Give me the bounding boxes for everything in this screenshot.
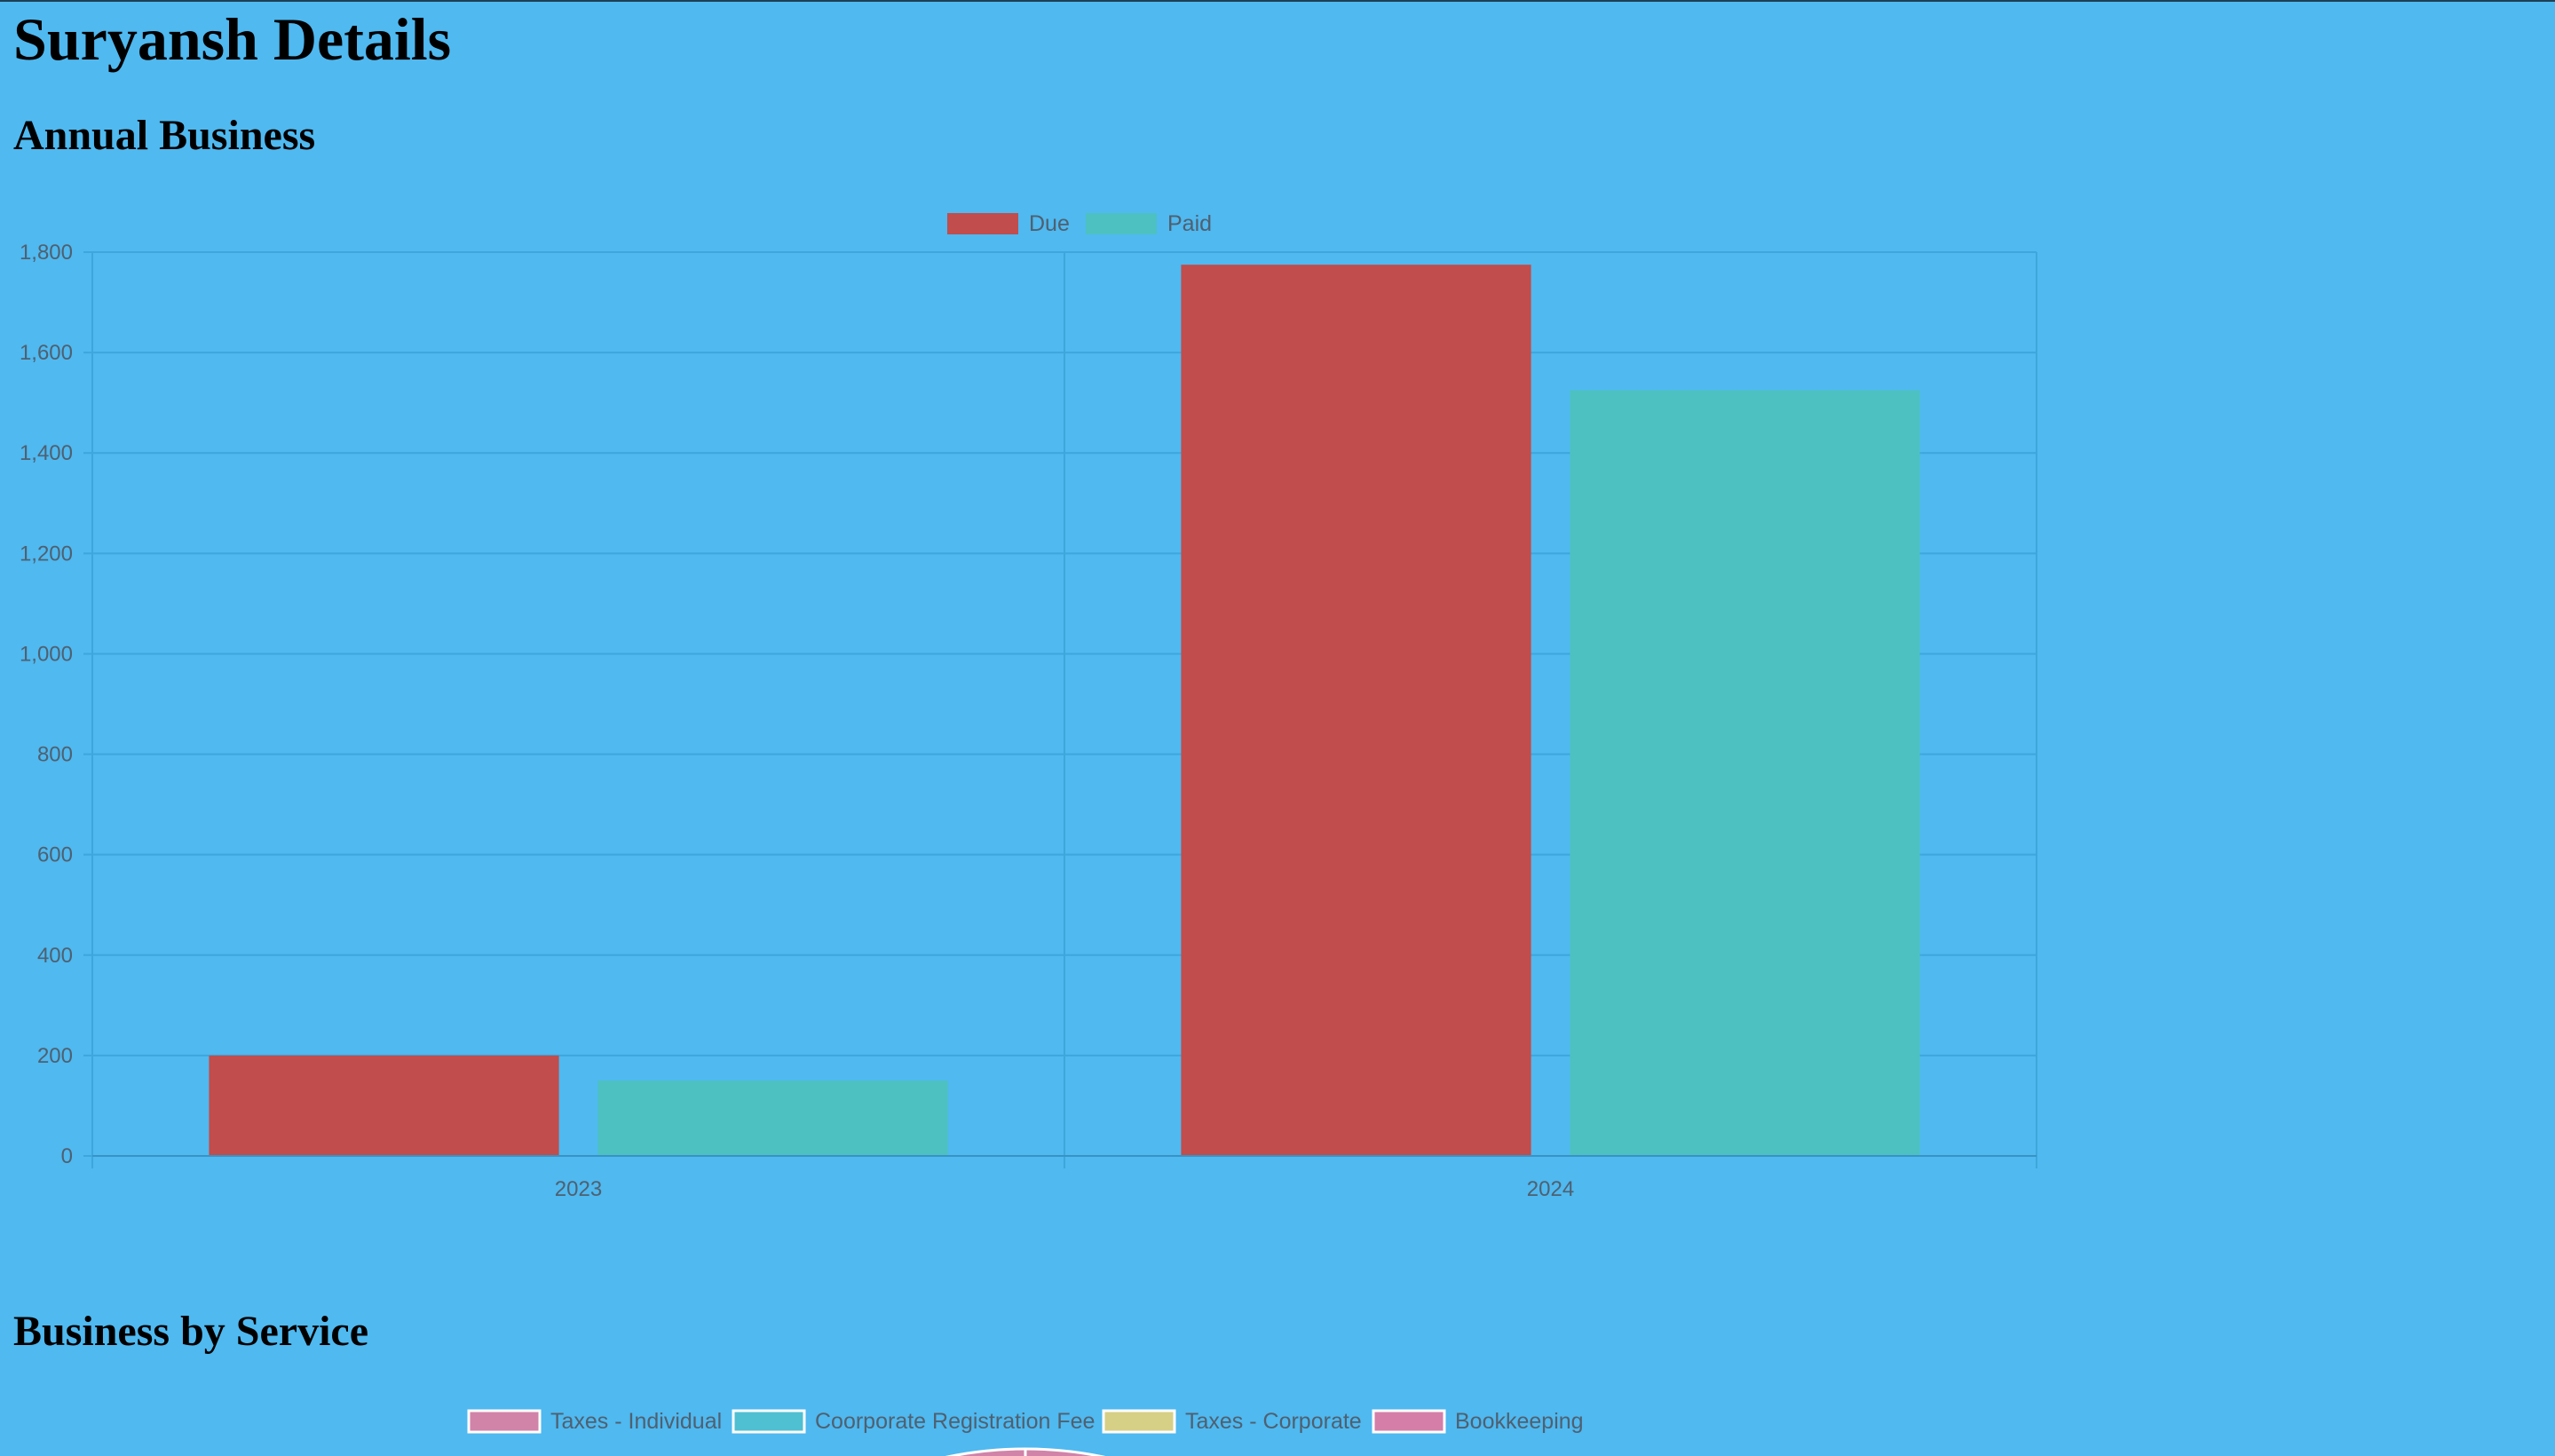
pie-legend-swatch[interactable]	[1102, 1409, 1176, 1434]
annual-business-bar-chart: 0 200 400 600 800 1,000 1,200 1,400 1,600 1,800 20…	[20, 211, 2037, 1201]
pie-legend-label[interactable]: Taxes - Corporate	[1185, 1409, 1362, 1434]
page-title: Suryansh Details	[13, 5, 452, 73]
pie-legend-swatch[interactable]	[732, 1409, 806, 1434]
x-tick-label: 2023	[555, 1177, 602, 1201]
y-tick-label: 600	[37, 843, 73, 867]
y-tick-label: 0	[61, 1144, 73, 1168]
bar-paid-2023	[597, 1080, 948, 1156]
annual-business-heading: Annual Business	[13, 112, 316, 159]
y-tick-label: 1,400	[20, 441, 73, 465]
business-by-service-heading: Business by Service	[13, 1308, 369, 1355]
pie-legend-swatch[interactable]	[1372, 1409, 1446, 1434]
bar-paid-2024	[1570, 390, 1920, 1156]
bar-due-2024	[1181, 265, 1531, 1156]
y-tick-label: 1,200	[20, 542, 73, 566]
legend-swatch-due[interactable]	[947, 213, 1018, 234]
bar-due-2023	[209, 1055, 559, 1156]
legend-label-paid[interactable]: Paid	[1167, 211, 1212, 236]
y-tick-label: 1,600	[20, 341, 73, 365]
y-tick-label: 200	[37, 1044, 73, 1068]
legend-swatch-paid[interactable]	[1086, 213, 1157, 234]
legend-label-due[interactable]: Due	[1029, 211, 1070, 236]
y-tick-label: 1,800	[20, 241, 73, 265]
y-tick-label: 800	[37, 743, 73, 767]
pie-legend-label[interactable]: Bookkeeping	[1455, 1409, 1584, 1434]
pie-legend-label[interactable]: Coorporate Registration Fee	[815, 1409, 1095, 1434]
pie-legend-swatch[interactable]	[467, 1409, 542, 1434]
y-tick-label: 1,000	[20, 642, 73, 666]
y-tick-label: 400	[37, 944, 73, 968]
pie-legend-label[interactable]: Taxes - Individual	[550, 1409, 722, 1434]
x-tick-label: 2024	[1527, 1177, 1574, 1201]
